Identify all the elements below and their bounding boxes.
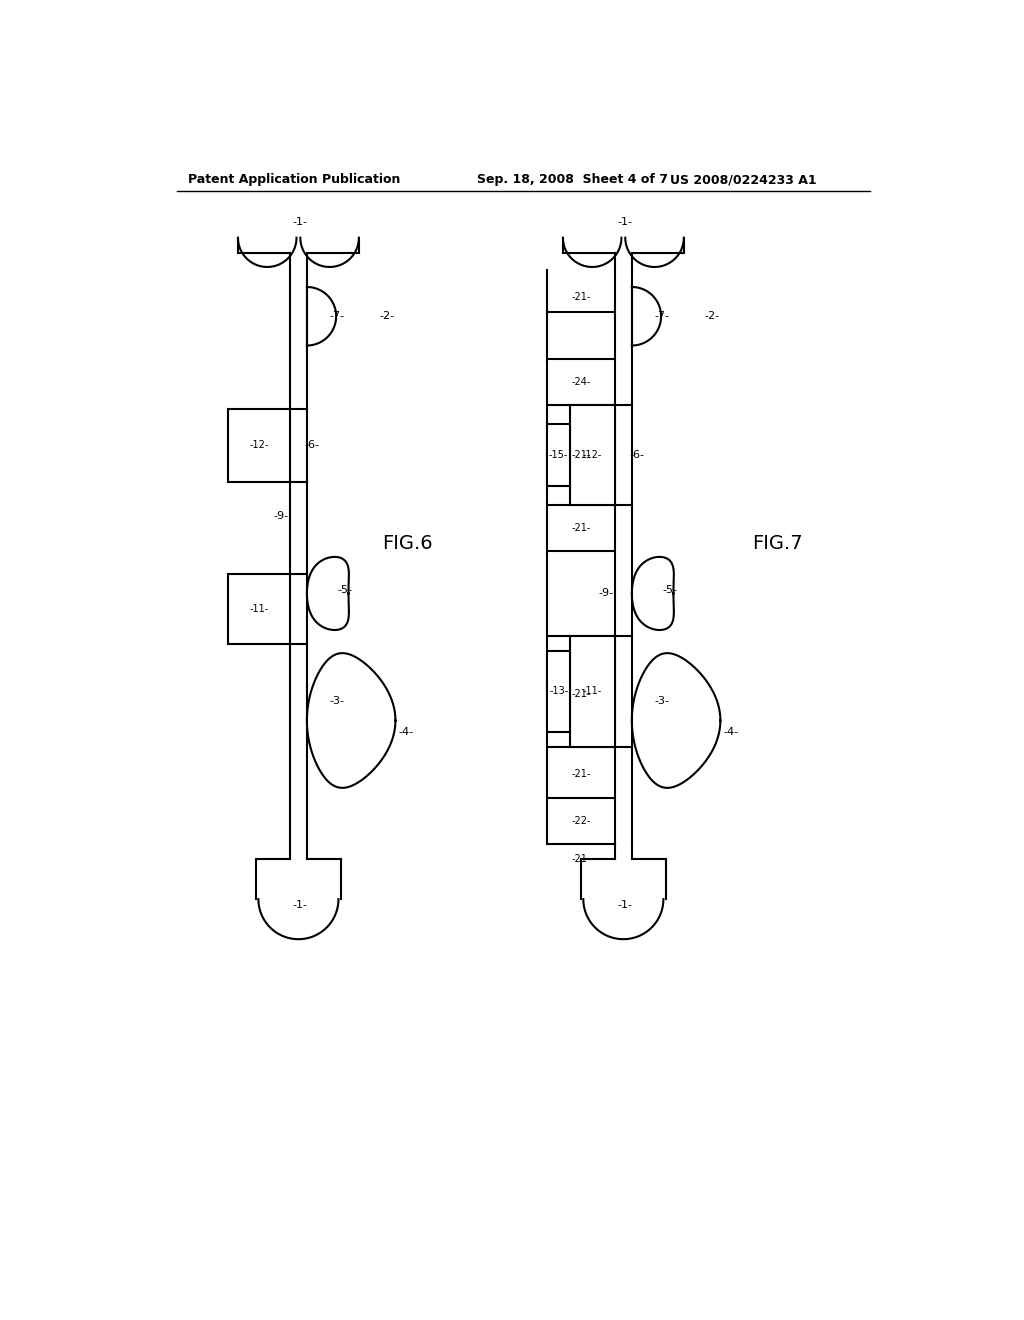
Text: -12-: -12- [583, 450, 602, 459]
Text: -21-: -21- [571, 292, 591, 302]
Text: -4-: -4- [398, 727, 414, 737]
Text: -13-: -13- [549, 686, 568, 696]
Text: -5-: -5- [663, 585, 677, 594]
Text: -11-: -11- [250, 603, 268, 614]
Text: -1-: -1- [617, 900, 633, 911]
Text: -3-: -3- [330, 696, 344, 706]
Text: -6-: -6- [305, 440, 319, 450]
Text: -1-: -1- [293, 216, 307, 227]
Text: -24-: -24- [571, 376, 591, 387]
Text: US 2008/0224233 A1: US 2008/0224233 A1 [670, 173, 816, 186]
Text: -22-: -22- [571, 816, 591, 825]
Text: -9-: -9- [599, 589, 614, 598]
Text: Sep. 18, 2008  Sheet 4 of 7: Sep. 18, 2008 Sheet 4 of 7 [477, 173, 668, 186]
Text: -3-: -3- [654, 696, 670, 706]
Text: -1-: -1- [293, 900, 307, 911]
Text: -1-: -1- [617, 216, 633, 227]
Text: -9-: -9- [273, 511, 289, 521]
Bar [547, 424, 570, 486]
Text: -11-: -11- [583, 686, 602, 696]
Text: -4-: -4- [724, 727, 738, 737]
Text: -12-: -12- [250, 440, 269, 450]
Text: -5-: -5- [337, 585, 352, 594]
Text: FIG.7: FIG.7 [752, 533, 803, 553]
Text: -2-: -2- [380, 312, 394, 321]
Text: -21-: -21- [571, 450, 591, 459]
Bar [570, 636, 614, 747]
Text: -6-: -6- [630, 450, 645, 459]
Text: Patent Application Publication: Patent Application Publication [188, 173, 400, 186]
Text: -21-: -21- [571, 523, 591, 533]
Bar [228, 574, 290, 644]
Bar [228, 409, 290, 482]
Text: -7-: -7- [654, 312, 670, 321]
Bar [547, 651, 570, 733]
Text: FIG.6: FIG.6 [382, 533, 433, 553]
Text: -7-: -7- [330, 312, 344, 321]
Text: -21-: -21- [571, 854, 591, 865]
Text: -21-: -21- [571, 770, 591, 779]
Text: -21-: -21- [571, 689, 591, 698]
Text: -15-: -15- [549, 450, 568, 459]
Bar [570, 405, 614, 506]
Text: -2-: -2- [705, 312, 720, 321]
